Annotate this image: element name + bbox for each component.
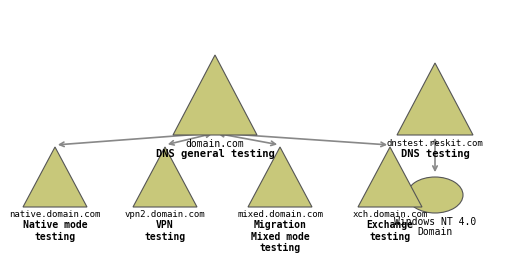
Text: xch.domain.com: xch.domain.com <box>353 210 428 219</box>
Ellipse shape <box>407 177 463 213</box>
Text: Exchange
testing: Exchange testing <box>367 220 414 242</box>
Text: VPN
testing: VPN testing <box>144 220 186 242</box>
Text: Native mode
testing: Native mode testing <box>23 220 87 242</box>
Text: Domain: Domain <box>417 227 452 237</box>
Text: Migration
Mixed mode
testing: Migration Mixed mode testing <box>251 220 309 253</box>
Polygon shape <box>248 147 312 207</box>
Polygon shape <box>397 63 473 135</box>
Text: dnstest.reskit.com: dnstest.reskit.com <box>387 139 483 148</box>
Text: vpn2.domain.com: vpn2.domain.com <box>125 210 205 219</box>
Text: domain.com: domain.com <box>186 139 245 149</box>
Polygon shape <box>173 55 257 135</box>
Text: DNS testing: DNS testing <box>401 149 469 159</box>
Text: Windows NT 4.0: Windows NT 4.0 <box>394 217 476 227</box>
Polygon shape <box>23 147 87 207</box>
Polygon shape <box>358 147 422 207</box>
Text: native.domain.com: native.domain.com <box>9 210 101 219</box>
Polygon shape <box>133 147 197 207</box>
Text: mixed.domain.com: mixed.domain.com <box>237 210 323 219</box>
Text: DNS general testing: DNS general testing <box>156 149 275 159</box>
